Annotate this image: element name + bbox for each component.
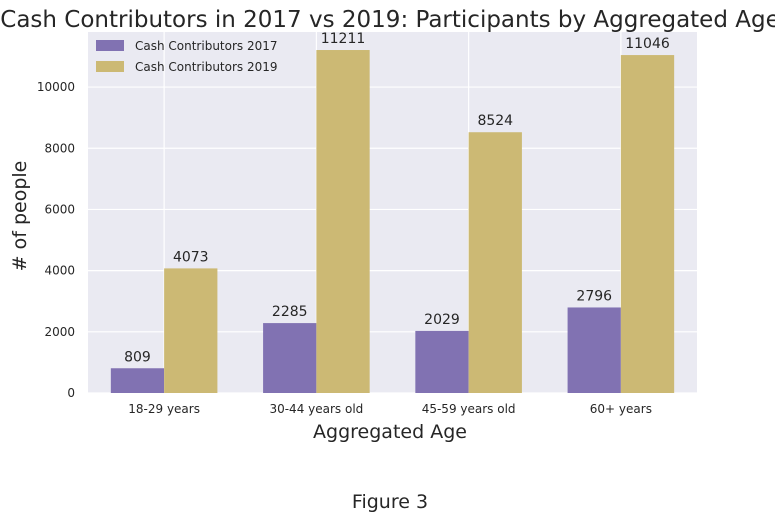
x-axis-title: Aggregated Age bbox=[313, 421, 467, 443]
legend-label: Cash Contributors 2017 bbox=[135, 39, 278, 53]
legend-swatch bbox=[96, 61, 124, 72]
bar-value-label: 809 bbox=[124, 349, 151, 365]
y-axis-title: # of people bbox=[9, 161, 31, 272]
legend-label: Cash Contributors 2019 bbox=[135, 60, 278, 74]
y-tick-label: 8000 bbox=[44, 141, 75, 155]
x-tick-label: 18-29 years bbox=[128, 402, 200, 416]
y-tick-label: 4000 bbox=[44, 264, 75, 278]
bar bbox=[263, 323, 317, 393]
y-tick-label: 0 bbox=[67, 386, 75, 400]
bar-value-label: 11211 bbox=[321, 31, 366, 47]
bar-value-label: 8524 bbox=[477, 113, 513, 129]
x-tick-label: 30-44 years old bbox=[269, 402, 363, 416]
bar bbox=[164, 268, 218, 393]
legend: Cash Contributors 2017 Cash Contributors … bbox=[96, 39, 278, 74]
bar bbox=[567, 307, 621, 393]
bar-value-label: 11046 bbox=[625, 36, 670, 52]
x-axis-ticks: 18-29 years 30-44 years old 45-59 years ol… bbox=[128, 402, 652, 416]
bar-value-label: 2285 bbox=[272, 304, 308, 320]
bar bbox=[316, 50, 370, 393]
bar-value-label: 2029 bbox=[424, 312, 460, 328]
bar bbox=[620, 55, 675, 393]
chart-title: Cash Contributors in 2017 vs 2019: Parti… bbox=[0, 7, 775, 33]
legend-swatch bbox=[96, 40, 124, 51]
bar bbox=[415, 330, 469, 393]
bar-value-label: 2796 bbox=[576, 288, 612, 304]
bar bbox=[468, 132, 522, 393]
bar-value-labels: 809 4073 2285 11211 2029 8524 2796 11046 bbox=[124, 31, 670, 365]
bar bbox=[110, 368, 165, 393]
y-axis-ticks: 0 2000 4000 6000 8000 10000 bbox=[37, 80, 75, 400]
x-tick-label: 60+ years bbox=[590, 402, 652, 416]
y-tick-label: 10000 bbox=[37, 80, 75, 94]
bar-value-label: 4073 bbox=[173, 249, 209, 265]
y-tick-label: 6000 bbox=[44, 202, 75, 216]
x-tick-label: 45-59 years old bbox=[422, 402, 516, 416]
bars bbox=[110, 50, 675, 393]
figure-caption: Figure 3 bbox=[352, 491, 428, 513]
y-tick-label: 2000 bbox=[44, 325, 75, 339]
